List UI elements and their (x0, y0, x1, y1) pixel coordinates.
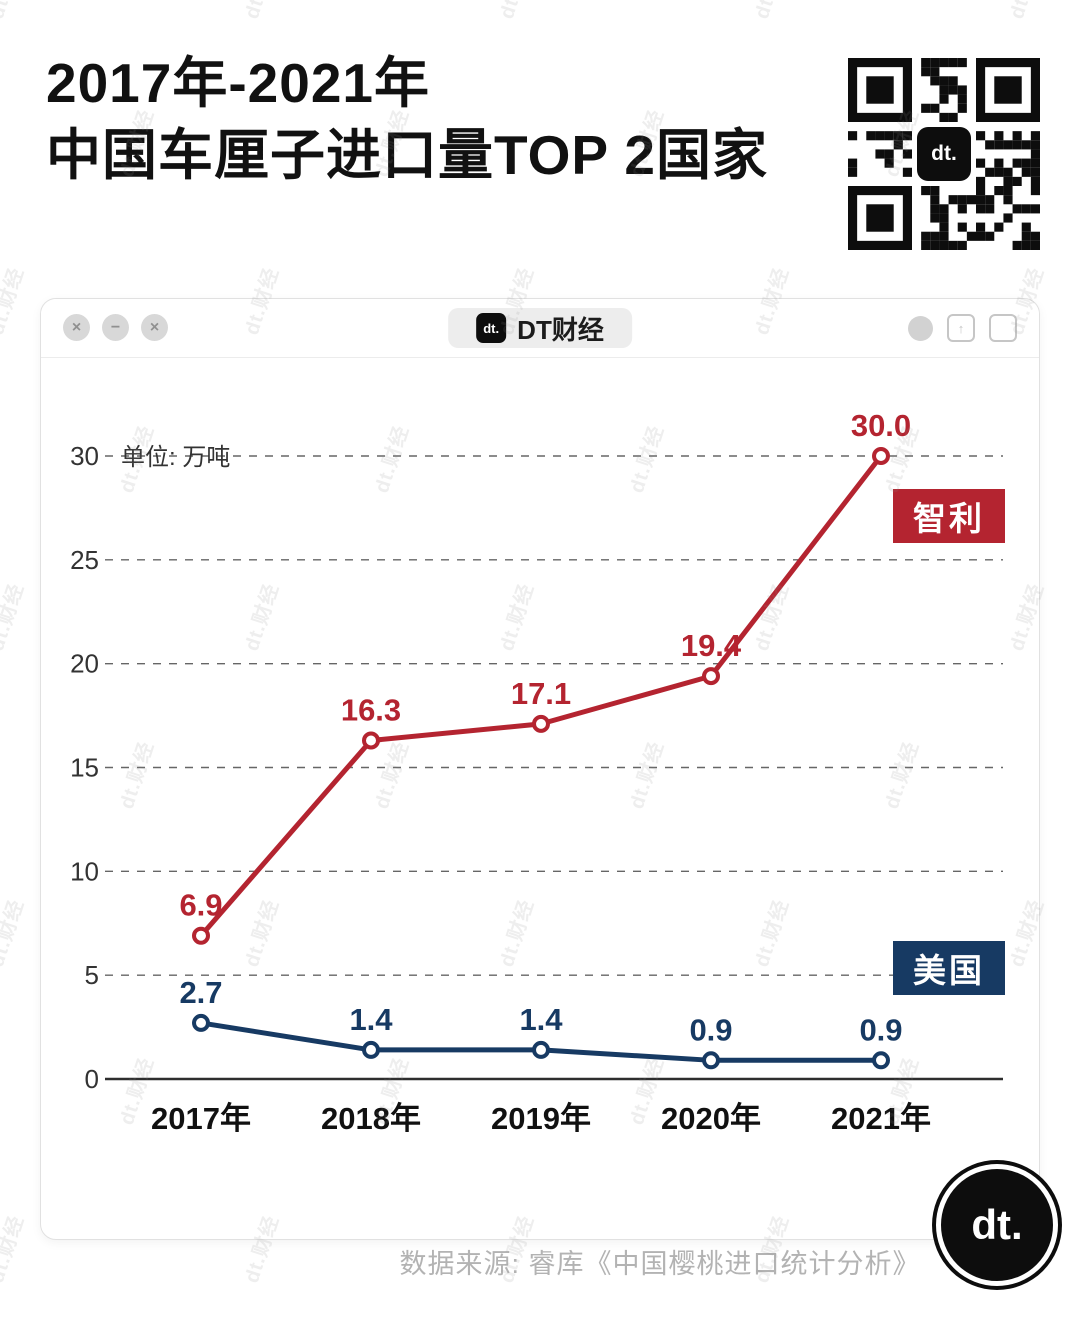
window-titlebar: × − × dt. DT财经 ↑ (41, 299, 1039, 358)
watermark-text: dt.财经 (1000, 0, 1049, 22)
share-icon[interactable]: ↑ (947, 314, 975, 342)
footer-dt-logo: dt. (936, 1164, 1058, 1286)
data-source-note: 数据来源: 睿库《中国樱桃进口统计分析》 (399, 1249, 921, 1279)
svg-text:25: 25 (70, 545, 99, 575)
page-title-line2: 中国车厘子进口量TOP 2国家 (46, 123, 768, 186)
dt-logo-icon: dt. (476, 313, 507, 343)
chart-window: × − × dt. DT财经 ↑ 0 5 10 15 20 25 30 单位: 万吨 2017年… (40, 298, 1040, 1240)
qr-code: dt. (848, 58, 1040, 250)
page-title: 2017年-2021年 中国车厘子进口量TOP 2国家 (46, 48, 768, 191)
svg-text:1.4: 1.4 (349, 1002, 393, 1037)
qr-center-logo: dt. (917, 127, 971, 181)
svg-text:2.7: 2.7 (179, 975, 222, 1010)
svg-text:5: 5 (85, 960, 99, 990)
line-chart: 0 5 10 15 20 25 30 单位: 万吨 2017年 2018年 2019年 2020年 20… (70, 408, 1003, 1136)
page-title-line1: 2017年-2021年 (46, 52, 431, 114)
svg-text:19.4: 19.4 (681, 628, 742, 663)
legend-badge-usa: 美国 (893, 941, 1005, 995)
watermark-text: dt.财经 (235, 0, 284, 22)
svg-text:0: 0 (85, 1064, 99, 1094)
svg-text:单位: 万吨: 单位: 万吨 (121, 444, 230, 471)
svg-text:15: 15 (70, 753, 99, 783)
watermark-text: dt.财经 (0, 264, 29, 338)
svg-text:2018年: 2018年 (321, 1101, 421, 1136)
svg-text:0.9: 0.9 (859, 1012, 902, 1047)
svg-text:6.9: 6.9 (179, 888, 222, 923)
account-icon[interactable] (908, 315, 933, 341)
svg-text:2017年: 2017年 (151, 1101, 251, 1136)
maximize-icon[interactable] (989, 314, 1017, 342)
svg-text:30.0: 30.0 (851, 408, 911, 443)
svg-text:1.4: 1.4 (519, 1002, 563, 1037)
svg-text:2019年: 2019年 (491, 1101, 591, 1136)
address-pill[interactable]: dt. DT财经 (448, 308, 632, 348)
svg-text:17.1: 17.1 (511, 676, 571, 711)
svg-text:20: 20 (70, 649, 99, 679)
titlebar-actions: ↑ (908, 314, 1017, 342)
window-title: DT财经 (517, 314, 604, 345)
window-minimize-icon[interactable]: − (102, 314, 129, 341)
svg-text:30: 30 (70, 441, 99, 471)
svg-text:16.3: 16.3 (341, 693, 401, 728)
svg-text:2020年: 2020年 (661, 1101, 761, 1136)
window-extra-icon[interactable]: × (141, 314, 168, 341)
svg-text:2021年: 2021年 (831, 1101, 931, 1136)
legend-badge-chile: 智利 (893, 489, 1005, 543)
watermark-text: dt.财经 (490, 0, 539, 22)
watermark-text: dt.财经 (0, 0, 29, 22)
window-close-icon[interactable]: × (63, 314, 90, 341)
window-controls: × − × (63, 314, 168, 341)
svg-text:0.9: 0.9 (689, 1012, 732, 1047)
watermark-text: dt.财经 (0, 580, 29, 654)
qr-pattern (848, 58, 1040, 250)
watermark-text: dt.财经 (745, 0, 794, 22)
watermark-text: dt.财经 (0, 1212, 29, 1286)
svg-text:10: 10 (70, 856, 99, 886)
watermark-text: dt.财经 (0, 896, 29, 970)
